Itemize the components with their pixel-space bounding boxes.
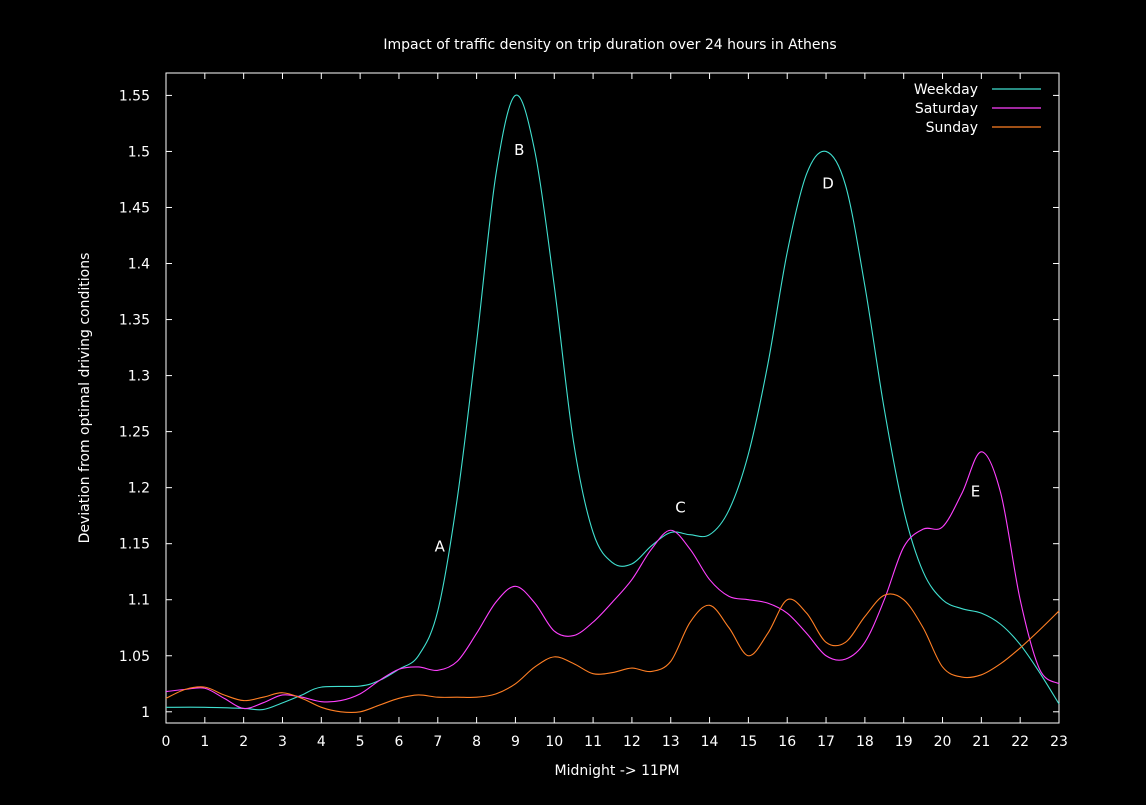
legend: Weekday Saturday Sunday [914,82,1041,136]
x-tick-label: 0 [162,734,171,750]
y-tick-label: 1.55 [119,88,150,104]
y-tick-label: 1.3 [128,369,150,385]
x-tick-label: 23 [1050,734,1068,750]
x-tick-label: 10 [545,734,563,750]
y-tick-label: 1.1 [128,593,150,609]
series-lines [165,94,1060,714]
x-tick-label: 15 [739,734,757,750]
annotation-a: A [435,538,446,556]
peak-annotations: A B C D E [435,141,981,556]
x-tick-label: 9 [511,734,520,750]
x-tick-label: 11 [584,734,602,750]
annotation-b: B [514,141,524,159]
y-tick-label: 1.4 [128,257,150,273]
x-tick-label: 3 [278,734,287,750]
annotation-c: C [675,498,685,516]
x-tick-label: 16 [778,734,796,750]
sunday-line [165,593,1060,714]
annotation-e: E [971,483,980,501]
plot-frame [165,72,1060,724]
x-tick-label: 4 [317,734,326,750]
x-tick-label: 17 [817,734,835,750]
y-tick-label: 1 [141,705,150,721]
x-tick-label: 5 [356,734,365,750]
x-tick-label: 2 [239,734,248,750]
x-tick-label: 1 [200,734,209,750]
y-tick-label: 1.25 [119,425,150,441]
y-tick-label: 1.2 [128,481,150,497]
x-tick-label: 12 [623,734,641,750]
x-tick-label: 13 [662,734,680,750]
x-tick-label: 22 [1011,734,1029,750]
x-tick-label: 14 [701,734,719,750]
x-axis-label: Midnight -> 11PM [555,763,680,779]
x-tick-label: 8 [472,734,481,750]
y-tick-label: 1.35 [119,313,150,329]
y-tick-label: 1.5 [128,144,150,160]
y-tick-label: 1.15 [119,537,150,553]
x-tick-label: 6 [394,734,403,750]
legend-label-sunday: Sunday [926,120,978,136]
x-tick-label: 7 [433,734,442,750]
chart-title: Impact of traffic density on trip durati… [383,37,836,53]
x-tick-label: 19 [895,734,913,750]
legend-label-weekday: Weekday [914,82,978,98]
y-tick-label: 1.45 [119,200,150,216]
x-tick-label: 20 [934,734,952,750]
x-tick-label: 21 [972,734,990,750]
y-axis-label: Deviation from optimal driving condition… [77,253,93,544]
y-tick-label: 1.05 [119,649,150,665]
annotation-d: D [822,174,834,192]
x-tick-label: 18 [856,734,874,750]
saturday-line [165,451,1060,710]
legend-label-saturday: Saturday [915,101,978,117]
axis-ticks: 0 1 2 3 4 5 6 7 8 9 10 11 12 13 14 15 16 17 18 19 20 21 22 2311… [119,73,1068,750]
